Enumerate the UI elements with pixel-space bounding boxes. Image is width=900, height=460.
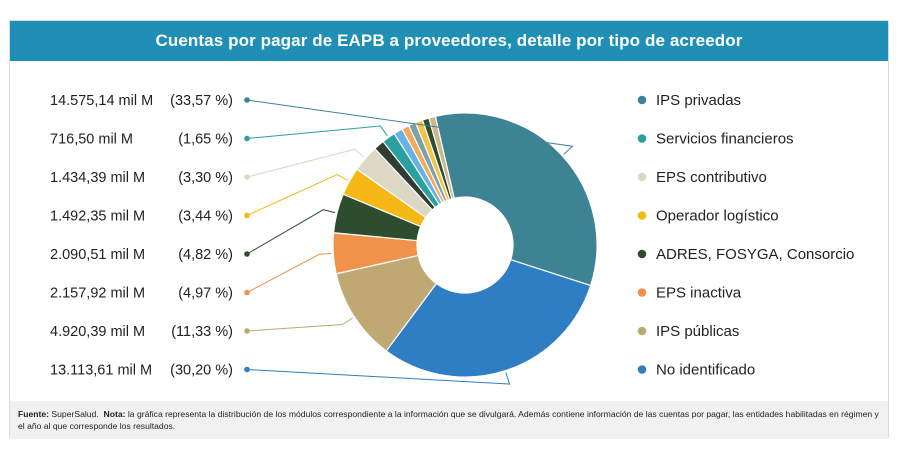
note-label: Nota: [103,409,126,419]
leader-dot-adres-fosyga-consorcio [244,251,250,257]
legend-label-ips-privadas: IPS privadas [656,92,741,109]
leader-line-servicios-financieros [246,125,388,139]
leader-line-ips-privadas [246,99,574,155]
data-label-value-adres-fosyga-consorcio: 2.090,51 mil M [50,247,145,263]
data-label-pct-servicios-financieros: (1,65 %) [178,132,233,148]
data-label-value-servicios-financieros: 716,50 mil M [50,132,133,148]
data-label-value-eps-contributivo: 1.434,39 mil M [50,170,145,186]
data-label-pct-ips-privadas: (33,57 %) [170,93,233,109]
leader-dot-ips-publicas [244,328,250,334]
legend-marker-ips-privadas [637,95,647,105]
leader-line-no-identificado [246,369,511,385]
data-labels: 14.575,14 mil M (33,57 %) 716,50 mil M (1,6… [50,93,233,379]
leader-line-ips-publicas [246,317,353,332]
legend-marker-eps-inactiva [637,288,647,297]
leader-line-adres-fosyga-consorcio [246,209,336,255]
legend-marker-no-identificado [637,365,647,374]
data-label-value-operador-logistico: 1.492,35 mil M [50,209,145,225]
leader-dot-operador-logistico [244,212,250,219]
legend-marker-adres-fosyga-consorcio [637,249,647,259]
leader-dot-no-identificado [244,366,250,373]
legend-label-no-identificado: No identificado [656,362,755,379]
leader-line-eps-inactiva [246,253,332,293]
data-label-value-ips-privadas: 14.575,14 mil M [50,93,153,109]
legend-label-servicios-financieros: Servicios financieros [656,131,794,148]
slice-no-identificado [385,258,592,378]
legend-label-ips-publicas: IPS públicas [656,323,739,340]
leader-dot-eps-inactiva [244,289,250,296]
chart-title: Cuentas por pagar de EAPB a proveedores,… [155,31,743,50]
legend-label-eps-contributivo: EPS contributivo [656,169,767,186]
leader-dot-ips-privadas [244,97,250,103]
data-label-pct-no-identificado: (30,20 %) [170,363,233,379]
data-label-value-no-identificado: 13.113,61 mil M [50,363,152,379]
slice-ips-privadas [434,112,598,287]
legend-marker-servicios-financieros [637,134,647,143]
data-label-pct-adres-fosyga-consorcio: (4,82 %) [178,247,233,263]
legend-marker-eps-contributivo [637,172,647,182]
leader-line-eps-contributivo [246,148,365,178]
data-label-value-ips-publicas: 4.920,39 mil M [50,324,145,340]
chart-footer: Fuente: SuperSalud. Nota: la gráfica rep… [10,401,888,439]
legend-marker-ips-publicas [637,326,647,336]
note-text: la gráfica representa la distribución de… [18,409,879,431]
data-label-pct-eps-inactiva: (4,97 %) [178,286,233,302]
title-bar: Cuentas por pagar de EAPB a proveedores,… [10,21,888,61]
legend-marker-operador-logistico [637,211,647,220]
data-label-pct-ips-publicas: (11,33 %) [171,324,233,340]
slice-minor-7 [428,115,455,200]
source-label: Fuente: [18,409,50,419]
legend-label-operador-logistico: Operador logístico [656,208,779,225]
data-label-pct-eps-contributivo: (3,30 %) [178,170,233,186]
data-label-value-eps-inactiva: 2.157,92 mil M [50,286,145,302]
data-label-pct-operador-logistico: (3,44 %) [178,209,233,225]
donut-chart: 14.575,14 mil M (33,57 %) 716,50 mil M (1,6… [50,92,854,385]
legend-label-adres-fosyga-consorcio: ADRES, FOSYGA, Consorcio [656,246,854,263]
legend: IPS privadas Servicios financieros EPS con… [637,92,854,379]
chart-card: Cuentas por pagar de EAPB a proveedores,… [9,20,889,439]
leader-lines [244,97,574,385]
source-text: SuperSalud. [51,409,99,419]
leader-dot-eps-contributivo [244,174,250,180]
leader-line-operador-logistico [246,173,348,216]
leader-dot-servicios-financieros [244,135,250,142]
legend-label-eps-inactiva: EPS inactiva [656,285,742,302]
slices-layer [332,112,598,378]
